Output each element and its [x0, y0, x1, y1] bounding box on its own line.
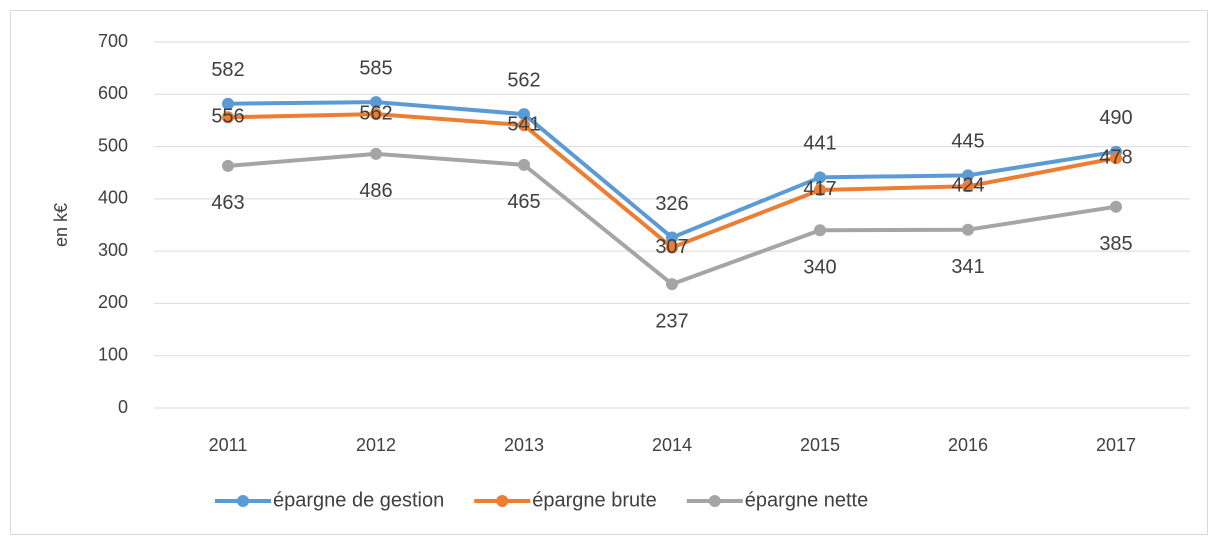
x-tick-label: 2011 [209, 435, 248, 455]
point [518, 158, 530, 171]
data-label: 307 [655, 236, 688, 258]
legend-label: épargne nette [745, 489, 868, 511]
y-tick-label: 200 [98, 292, 128, 312]
point [666, 231, 678, 244]
point [962, 180, 974, 193]
point [370, 147, 382, 160]
data-label: 417 [803, 178, 836, 200]
data-label: 562 [507, 69, 540, 91]
data-label: 465 [507, 191, 540, 213]
data-label: 556 [211, 106, 244, 128]
point [222, 159, 234, 172]
y-tick-label: 400 [98, 188, 128, 208]
data-label: 486 [359, 180, 392, 202]
point [1110, 200, 1122, 213]
point [370, 108, 382, 121]
legend-label: épargne brute [532, 489, 657, 511]
data-label: 478 [1099, 146, 1132, 168]
x-tick-label: 2013 [504, 435, 544, 455]
y-axis-label: en k€ [51, 203, 71, 247]
data-label: 490 [1099, 107, 1132, 129]
point [222, 97, 234, 110]
legend-marker [708, 495, 721, 507]
legend-label: épargne de gestion [273, 489, 444, 511]
y-tick-label: 300 [98, 240, 128, 260]
data-label: 326 [655, 193, 688, 215]
x-tick-label: 2012 [356, 435, 396, 455]
point [666, 241, 678, 254]
x-tick-label: 2014 [652, 435, 692, 455]
data-label: 441 [803, 133, 836, 155]
y-tick-label: 100 [98, 344, 128, 364]
point [666, 278, 678, 291]
y-tick-label: 700 [98, 31, 128, 51]
x-tick-label: 2015 [800, 435, 840, 455]
point [814, 183, 826, 196]
data-label: 385 [1099, 233, 1132, 255]
data-label: 582 [211, 59, 244, 81]
legend-marker [237, 495, 249, 507]
point [814, 171, 826, 184]
data-label: 463 [211, 192, 244, 214]
data-label: 562 [359, 102, 392, 124]
x-tick-label: 2016 [948, 435, 988, 455]
point [962, 223, 974, 236]
legend-marker [496, 495, 509, 507]
data-label: 237 [655, 310, 688, 332]
point [370, 96, 382, 109]
point [518, 119, 530, 132]
x-tick-label: 2017 [1096, 435, 1136, 455]
data-label: 445 [951, 131, 984, 153]
y-tick-label: 600 [98, 83, 128, 103]
data-label: 541 [507, 113, 540, 135]
point [814, 224, 826, 237]
point [962, 169, 974, 182]
y-tick-label: 0 [118, 397, 128, 417]
data-label: 585 [359, 57, 392, 79]
point [1110, 152, 1122, 165]
data-label: 340 [803, 257, 836, 279]
point [518, 108, 530, 121]
data-label: 424 [951, 175, 984, 197]
point [222, 111, 234, 124]
data-label: 341 [951, 256, 984, 278]
y-tick-label: 500 [98, 135, 128, 155]
chart-border [10, 10, 1208, 535]
